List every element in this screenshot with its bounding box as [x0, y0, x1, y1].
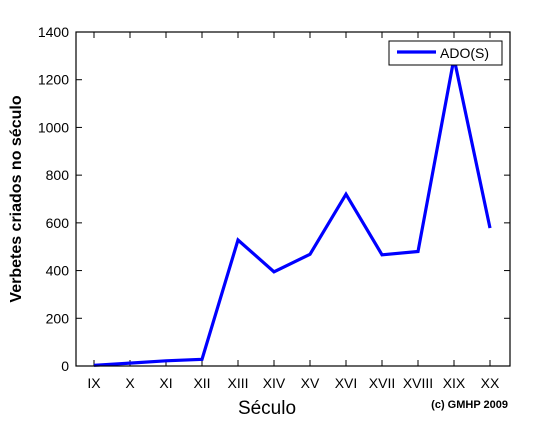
y-tick-label: 600 [46, 215, 70, 231]
y-tick-label: 0 [61, 358, 69, 374]
y-tick-label: 200 [46, 310, 70, 326]
series-line [93, 50, 492, 367]
x-tick-label: XVII [369, 375, 395, 391]
x-tick-label: XI [159, 375, 172, 391]
y-tick-label: 1400 [38, 24, 69, 40]
y-tick-label: 800 [46, 167, 70, 183]
y-tick-label: 400 [46, 263, 70, 279]
y-axis-label: Verbetes criados no século [8, 95, 25, 302]
x-tick-label: XX [481, 375, 500, 391]
y-tick-label: 1200 [38, 72, 69, 88]
x-tick-label: XVIII [403, 375, 433, 391]
plot-frame [75, 31, 511, 367]
y-tick-label: 1000 [38, 119, 69, 135]
legend-label: ADO(S) [440, 45, 489, 61]
x-tick-label: IX [87, 375, 101, 391]
x-tick-label: XVI [335, 375, 358, 391]
x-tick-label: XIII [227, 375, 248, 391]
x-tick-label: X [125, 375, 135, 391]
copyright-text: (c) GMHP 2009 [431, 399, 508, 411]
x-tick-label: XIV [263, 375, 286, 391]
x-axis-label: Século [238, 398, 296, 419]
x-tick-label: XII [193, 375, 210, 391]
legend: ADO(S) [388, 40, 503, 66]
x-tick-label: XIX [443, 375, 466, 391]
x-tick-label: XV [301, 375, 320, 391]
chart-marks: 0 200 400 600 800 1000 1200 1400 IX X XI XII XIII XIV… [38, 24, 510, 391]
